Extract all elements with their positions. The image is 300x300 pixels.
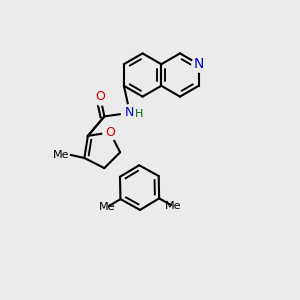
Text: N: N [125, 106, 135, 119]
Text: Me: Me [99, 202, 115, 212]
Text: Me: Me [53, 150, 69, 160]
Text: O: O [95, 90, 105, 104]
Text: O: O [105, 126, 115, 139]
Text: H: H [135, 109, 144, 119]
Text: Me: Me [165, 201, 181, 211]
Text: N: N [194, 57, 204, 71]
